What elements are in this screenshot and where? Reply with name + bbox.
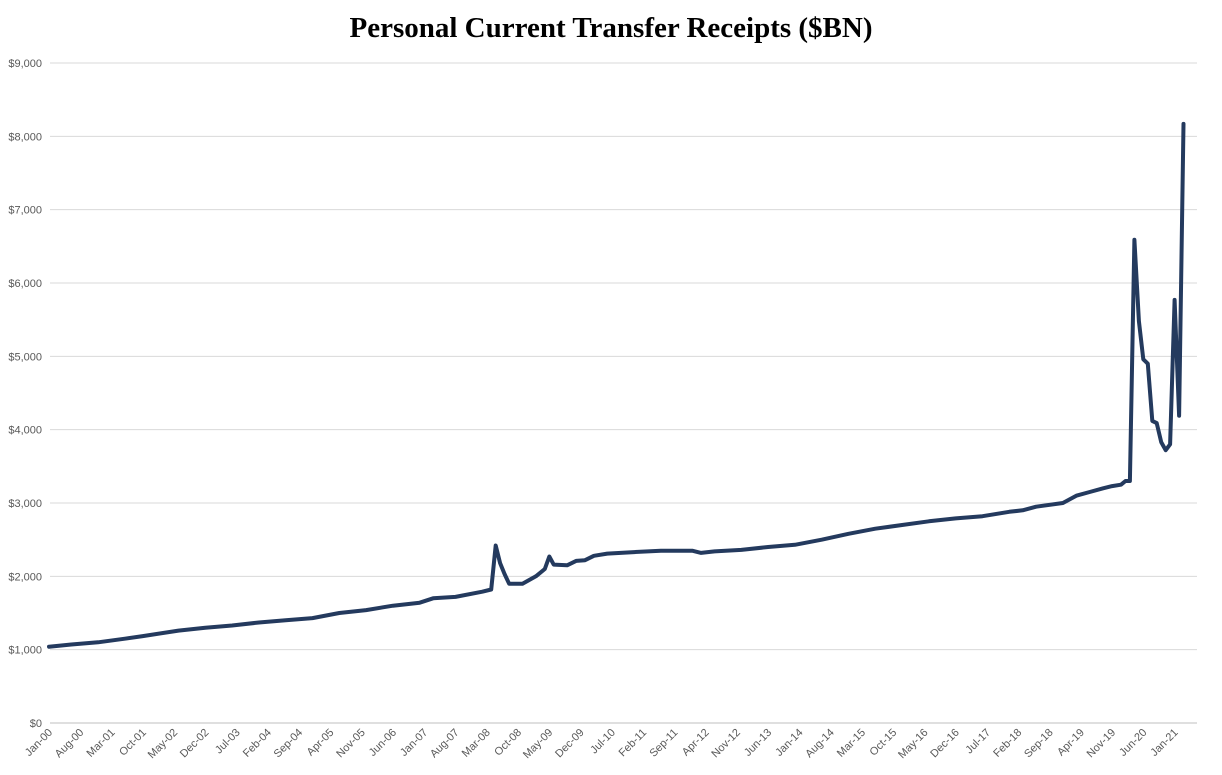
- y-tick-label: $4,000: [8, 425, 42, 437]
- x-tick-label: Aug-00: [53, 727, 87, 761]
- x-tick-label: Jul-17: [963, 727, 993, 757]
- y-tick-label: $6,000: [8, 278, 42, 290]
- x-tick-label: Aug-07: [428, 727, 462, 761]
- x-tick-label: Sep-04: [272, 727, 306, 761]
- x-tick-label: Feb-18: [991, 727, 1024, 760]
- y-tick-label: $5,000: [8, 351, 42, 363]
- x-tick-label: Mar-15: [835, 727, 868, 760]
- gridlines: [50, 62, 1197, 724]
- x-tick-label: Apr-05: [305, 727, 337, 759]
- x-tick-label: Feb-04: [241, 727, 274, 760]
- y-tick-label: $2,000: [8, 571, 42, 583]
- x-tick-label: Jul-10: [588, 727, 618, 757]
- x-tick-label: Sep-11: [647, 727, 680, 760]
- x-tick-label: Jan-14: [773, 727, 805, 759]
- x-tick-label: Oct-15: [867, 727, 899, 759]
- y-tick-label: $0: [30, 718, 42, 730]
- x-tick-label: Oct-01: [117, 727, 149, 759]
- y-tick-label: $1,000: [8, 645, 42, 657]
- x-tick-label: Jan-21: [1148, 727, 1180, 759]
- x-tick-label: Apr-19: [1055, 727, 1087, 759]
- x-tick-label: Oct-08: [492, 727, 524, 759]
- x-tick-label: Apr-12: [680, 727, 712, 759]
- x-tick-label: Mar-01: [85, 727, 118, 760]
- y-tick-label: $7,000: [8, 205, 42, 217]
- y-tick-label: $3,000: [8, 498, 42, 510]
- x-tick-label: Sep-18: [1022, 727, 1056, 761]
- x-tick-label: Aug-14: [803, 727, 837, 761]
- x-tick-label: May-09: [521, 727, 555, 761]
- x-tick-label: May-16: [896, 727, 930, 761]
- x-tick-label: May-02: [146, 727, 180, 761]
- x-tick-label: Feb-11: [617, 727, 650, 760]
- x-tick-label: Jun-06: [367, 727, 399, 759]
- x-tick-label: Jul-03: [213, 727, 243, 757]
- x-tick-label: Nov-19: [1085, 727, 1119, 761]
- x-tick-label: Mar-08: [460, 727, 493, 760]
- x-tick-label: Jun-20: [1117, 727, 1149, 759]
- x-tick-label: Jan-07: [398, 727, 430, 759]
- chart-title: Personal Current Transfer Receipts ($BN): [349, 12, 873, 44]
- y-tick-label: $8,000: [8, 131, 42, 143]
- y-axis-ticks: $0 $1,000 $2,000 $3,000 $4,000 $5,000 $6,000 $7…: [8, 58, 42, 730]
- series-line: [47, 121, 1186, 649]
- x-tick-label: Nov-12: [709, 727, 743, 761]
- x-tick-label: Dec-16: [928, 727, 962, 761]
- x-tick-label: Jun-13: [742, 727, 774, 759]
- x-tick-label: Jan-00: [23, 727, 55, 759]
- x-tick-label: Dec-09: [553, 727, 587, 761]
- x-tick-label: Nov-05: [334, 727, 368, 761]
- x-tick-label: Dec-02: [178, 727, 212, 761]
- y-tick-label: $9,000: [8, 58, 42, 70]
